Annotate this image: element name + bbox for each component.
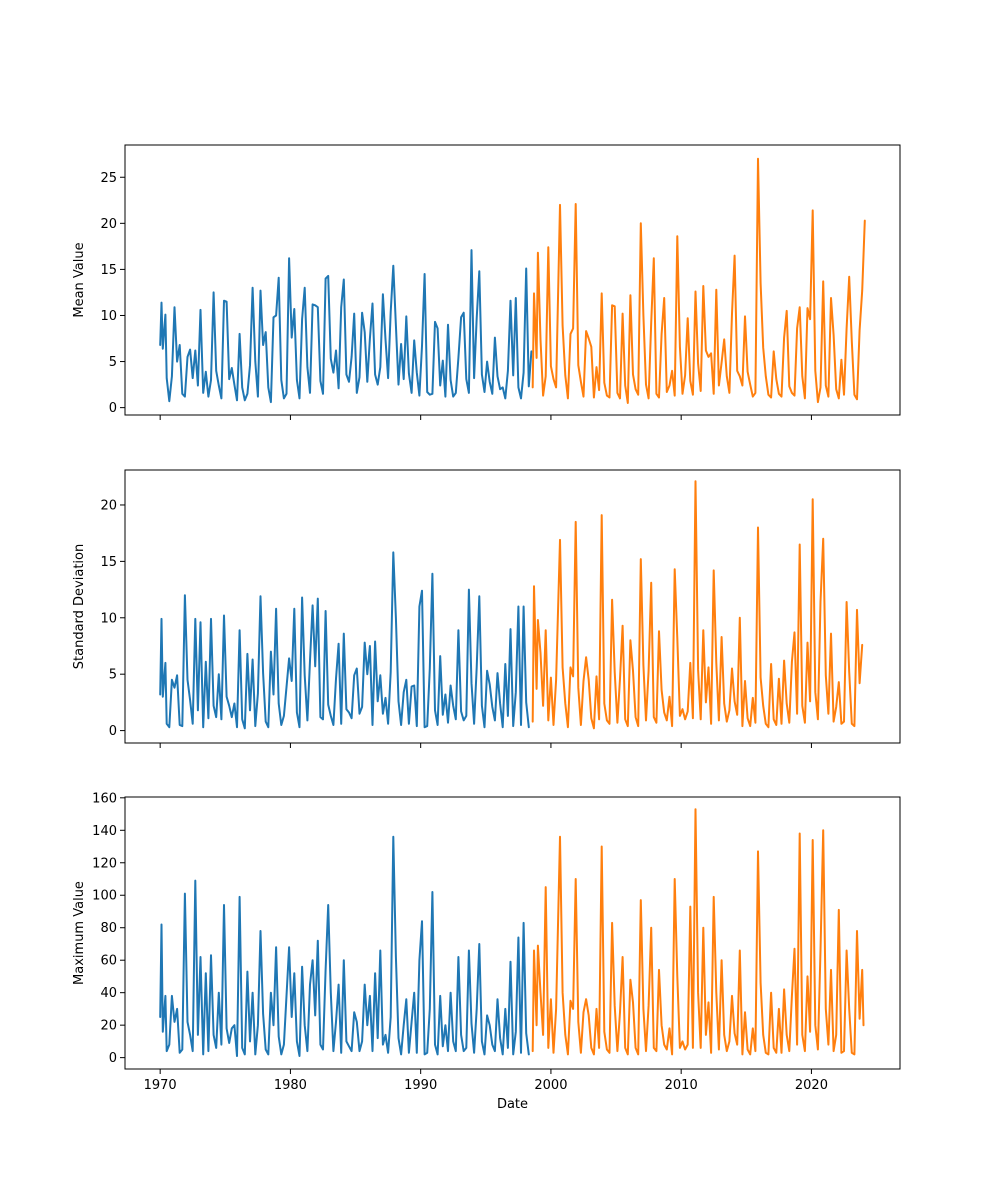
chart-2-y-tick-label: 10 [100, 611, 117, 626]
chart-3-x-tick-label: 1990 [404, 1078, 437, 1093]
panel-standard-deviation: 0 5 10 15 20 Standard Deviation [72, 469, 901, 748]
chart-2-y-tick-label: 20 [100, 498, 117, 513]
chart-3-y-tick-label: 40 [100, 986, 117, 1001]
chart-3-x-axis-label: Date [497, 1097, 528, 1112]
chart-3-x-tick-label: 2020 [795, 1078, 828, 1093]
panel-maximum-value: 1970 1980 1990 2000 2010 2020 0 20 40 60 80 100 120 1… [72, 791, 901, 1112]
chart-3-y-tick-label: 20 [100, 1019, 117, 1034]
chart-2-y-tick-label: 5 [109, 668, 117, 683]
chart-1-y-tick-label: 15 [100, 263, 117, 278]
panel-mean-value: 0 5 10 15 20 25 Mean Value [72, 144, 901, 420]
chart-2-series-2-line [531, 480, 864, 730]
chart-3-y-tick-label: 80 [100, 921, 117, 936]
chart-3-y-tick-label: 160 [92, 791, 117, 806]
chart-3-plot-frame [124, 796, 901, 1070]
chart-3-x-tick-label: 1980 [274, 1078, 307, 1093]
chart-3-y-tick-label: 140 [92, 824, 117, 839]
chart-3-x-tick-label: 2010 [665, 1078, 698, 1093]
chart-2-plot-frame [124, 469, 901, 744]
chart-1-y-tick-label: 5 [109, 355, 117, 370]
chart-1-series-2-line [531, 157, 866, 404]
chart-3-x-tick-label: 2000 [534, 1078, 567, 1093]
chart-3-series-2-line [531, 808, 865, 1056]
chart-2-y-axis-label: Standard Deviation [72, 544, 87, 669]
chart-1-y-tick-label: 10 [100, 309, 117, 324]
chart-3-y-axis-label: Maximum Value [72, 881, 87, 985]
chart-1-y-tick-label: 20 [100, 217, 117, 232]
chart-3-y-tick-label: 60 [100, 954, 117, 969]
chart-3-series-1-line [159, 835, 530, 1057]
chart-2-series-1-line [159, 551, 530, 730]
chart-1-y-tick-label: 25 [100, 171, 117, 186]
chart-1-y-axis-label: Mean Value [72, 242, 87, 317]
chart-1-series-1-line [159, 249, 533, 404]
chart-3-y-tick-label: 0 [109, 1051, 117, 1066]
chart-1-plot-frame [124, 144, 901, 416]
chart-2-y-tick-label: 0 [109, 724, 117, 739]
chart-3-y-tick-label: 100 [92, 889, 117, 904]
chart-1-y-tick-label: 0 [109, 401, 117, 416]
chart-3-x-tick-label: 1970 [144, 1078, 177, 1093]
chart-2-y-tick-label: 15 [100, 555, 117, 570]
chart-3-y-tick-label: 120 [92, 856, 117, 871]
